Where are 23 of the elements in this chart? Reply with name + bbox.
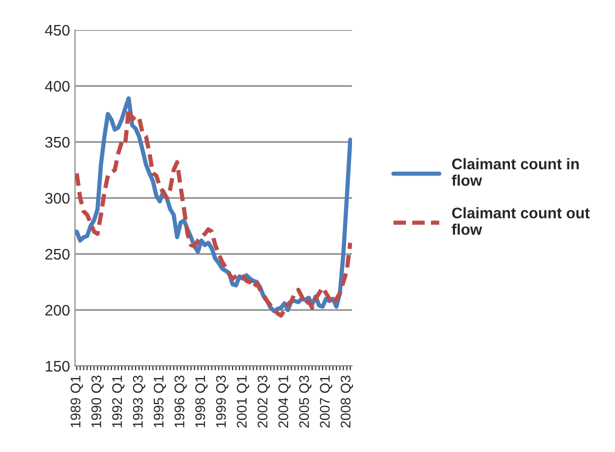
x-tick-label: 1990 Q3: [91, 376, 104, 428]
y-tick-label: 450: [45, 24, 70, 36]
x-tick-label: 2002 Q3: [258, 376, 270, 428]
legend-label: Claimant count in flow: [452, 158, 579, 186]
y-tick-label: 400: [45, 80, 70, 92]
y-tick-label: 200: [45, 304, 70, 316]
y-tick-label: 300: [45, 192, 70, 204]
x-tick-label: 2008 Q3: [340, 376, 354, 428]
x-tick-label: 2007 Q1: [320, 376, 332, 428]
x-tick-label: 1995 Q1: [154, 376, 166, 428]
legend-label: Claimant count out flow: [452, 207, 590, 235]
x-tick-label: 1992 Q1: [112, 376, 124, 428]
x-tick-label: 1989 Q1: [70, 376, 83, 428]
x-tick-label: 2004 Q1: [278, 376, 291, 428]
y-tick-label: 350: [45, 136, 70, 148]
x-tick-label: 1999 Q3: [216, 376, 228, 428]
x-tick-label: 1998 Q1: [195, 376, 208, 428]
x-tick-label: 2005 Q3: [299, 376, 312, 428]
x-tick-label: 2001 Q1: [236, 376, 250, 428]
y-tick-label: 250: [45, 248, 70, 260]
y-tick-label: 150: [46, 360, 70, 372]
x-tick-label: 1996 Q3: [174, 376, 187, 428]
x-tick-label: 1993 Q3: [132, 376, 146, 428]
